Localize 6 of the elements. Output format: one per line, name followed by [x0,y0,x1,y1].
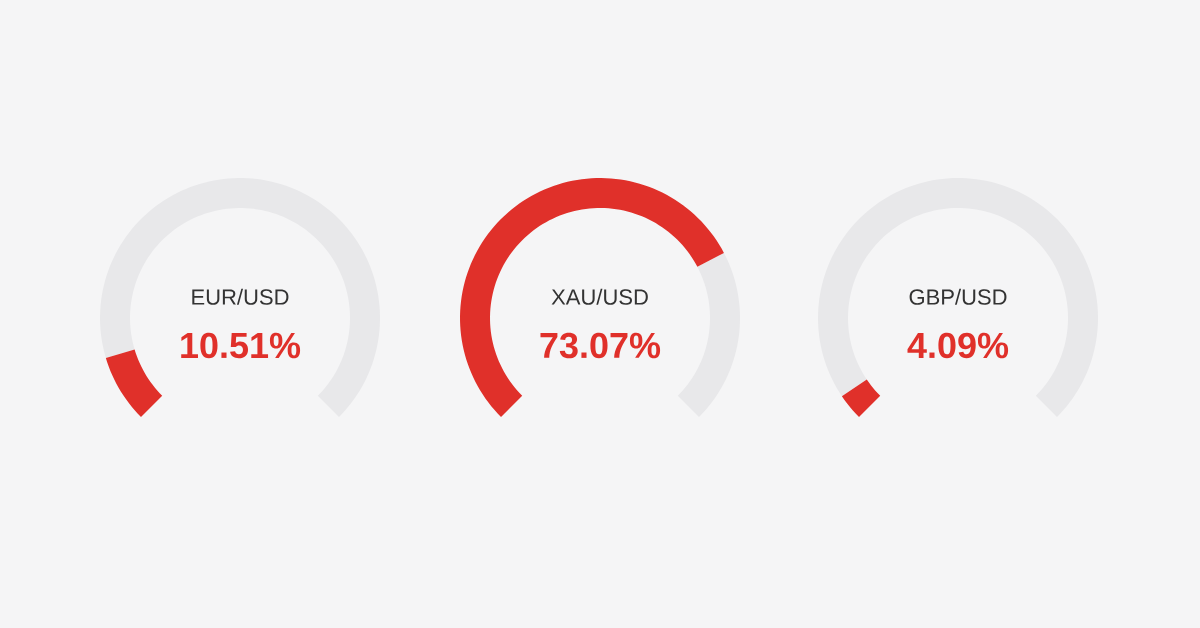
text: 10.51% [181,332,301,359]
text: 73.07% [540,332,661,359]
text: EUR/USD [192,288,289,305]
text: GBP/USD [909,288,1007,305]
text: XAU/USD [551,288,648,305]
text: 4.09% [907,332,1009,359]
